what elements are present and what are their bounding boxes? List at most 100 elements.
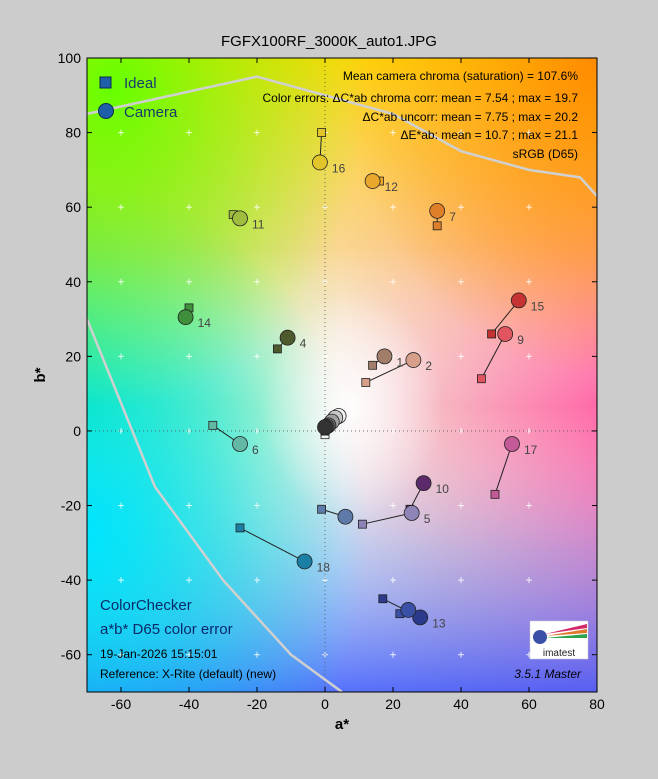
timestamp: 19-Jan-2026 15:15:01 [100, 647, 218, 661]
legend-camera-marker [98, 103, 114, 119]
patch-label-5: 5 [424, 512, 431, 526]
x-tick-label: -60 [111, 696, 131, 712]
bg-neutral [87, 58, 597, 692]
x-tick-label: 60 [521, 696, 537, 712]
y-tick-label: -20 [61, 498, 81, 514]
gamut-boundary-lower [87, 318, 343, 692]
gamut-boundary-upper [87, 75, 597, 197]
patch-label-2: 2 [425, 359, 432, 373]
camera-markers [177, 154, 527, 626]
camera-marker-17 [504, 436, 520, 452]
y-tick-label: 0 [73, 423, 81, 439]
camera-marker-14 [177, 309, 194, 326]
ideal-marker-15 [487, 329, 497, 339]
ideal-marker-1 [368, 360, 378, 370]
error-vector-5 [362, 512, 412, 525]
x-axis-ticks: -60 -40 -20 0 20 40 60 80 [111, 58, 605, 712]
logo-text: imatest [543, 648, 575, 659]
camera-marker-12 [364, 173, 381, 189]
imatest-logo: imatest [529, 620, 589, 660]
patch-label-7: 7 [449, 210, 456, 224]
y-tick-label: 60 [65, 199, 81, 215]
ideal-marker-6 [208, 420, 218, 430]
x-tick-label: 80 [589, 696, 605, 712]
legend-ideal-label: Ideal [124, 75, 157, 92]
y-tick-label: 80 [65, 125, 81, 141]
camera-marker-7 [429, 203, 446, 219]
y-tick-label: 20 [65, 348, 81, 364]
ideal-marker-2 [361, 378, 371, 387]
x-tick-label: -40 [179, 696, 199, 712]
plot-frame [86, 57, 598, 693]
camera-marker-10 [415, 475, 432, 492]
y-tick-label: -60 [61, 647, 81, 663]
camera-marker-5 [403, 505, 420, 521]
ideal-marker-5 [357, 519, 367, 529]
error-vector-18 [239, 527, 305, 562]
patch-label-15: 15 [531, 299, 545, 313]
y-tick-label: 100 [58, 50, 82, 66]
camera-marker-1 [376, 348, 393, 365]
chart-subtitle: a*b* D65 color error [100, 621, 233, 638]
camera-marker-6 [232, 436, 248, 452]
error-vector-2 [365, 359, 414, 383]
stats-line-5: sRGB (D65) [513, 147, 578, 161]
camera-marker-13b [400, 602, 417, 618]
error-vector-17 [494, 443, 513, 495]
y-axis-label: b* [32, 367, 49, 382]
patch-label-12: 12 [385, 180, 399, 194]
annotation-block: ColorChecker a*b* D65 color error 19-Jan… [100, 597, 276, 681]
reference: Reference: X-Rite (default) (new) [100, 667, 276, 681]
legend: Ideal Camera [98, 75, 178, 121]
patch-label-1: 1 [397, 355, 404, 369]
ideal-marker-4 [272, 344, 282, 354]
camera-marker-4 [279, 329, 296, 346]
patch-label-16: 16 [332, 161, 346, 175]
x-tick-label: 40 [453, 696, 469, 712]
x-axis-label: a* [335, 716, 349, 733]
patch-label-18: 18 [317, 560, 331, 574]
error-vector-9 [480, 333, 506, 379]
ideal-marker-3 [317, 504, 327, 514]
camera-marker-9 [497, 326, 514, 342]
camera-marker-16 [311, 154, 328, 171]
stats-block: Mean camera chroma (saturation) = 107.6%… [263, 69, 579, 161]
camera-marker-15 [510, 292, 527, 309]
stats-line-3: ΔC*ab uncorr: mean = 7.75 ; max = 20.2 [363, 110, 579, 124]
stats-line-4: ΔE*ab: mean = 10.7 ; max = 21.1 [401, 128, 579, 142]
x-tick-label: -20 [247, 696, 267, 712]
patch-label-11: 11 [252, 217, 265, 231]
camera-marker-13 [412, 609, 429, 626]
camera-marker-3 [337, 508, 354, 525]
ideal-marker-16 [317, 128, 327, 137]
stats-line-2: Color errors: ΔC*ab chroma corr: mean = … [263, 91, 579, 105]
y-tick-label: 40 [65, 274, 81, 290]
camera-marker-11 [232, 210, 248, 227]
version-label: 3.5.1 Master [514, 667, 582, 681]
y-axis-ticks: -60 -40 -20 0 20 40 60 80 100 [58, 50, 597, 663]
x-tick-label: 20 [385, 696, 401, 712]
chart-name: ColorChecker [100, 597, 192, 614]
ideal-marker-7 [432, 221, 442, 231]
patch-label-4: 4 [300, 337, 307, 351]
camera-marker-18 [296, 553, 313, 570]
legend-camera-label: Camera [124, 104, 178, 121]
patch-label-9: 9 [517, 333, 524, 347]
patch-label-17: 17 [524, 443, 538, 457]
stats-line-1: Mean camera chroma (saturation) = 107.6% [343, 69, 578, 83]
patch-label-6: 6 [252, 443, 259, 457]
y-tick-label: -40 [61, 572, 81, 588]
patch-label-10: 10 [436, 482, 450, 496]
plot-background [87, 58, 597, 692]
camera-marker-2 [405, 352, 422, 368]
ideal-marker-9 [476, 374, 486, 384]
camera-marker-w24 [317, 419, 333, 436]
patch-label-13: 13 [432, 616, 446, 630]
ideal-marker-13 [378, 594, 388, 604]
chart-title: FGFX100RF_3000K_auto1.JPG [221, 33, 437, 50]
legend-ideal-marker [99, 76, 112, 89]
x-tick-label: 0 [321, 696, 329, 712]
ideal-marker-17 [490, 489, 500, 499]
